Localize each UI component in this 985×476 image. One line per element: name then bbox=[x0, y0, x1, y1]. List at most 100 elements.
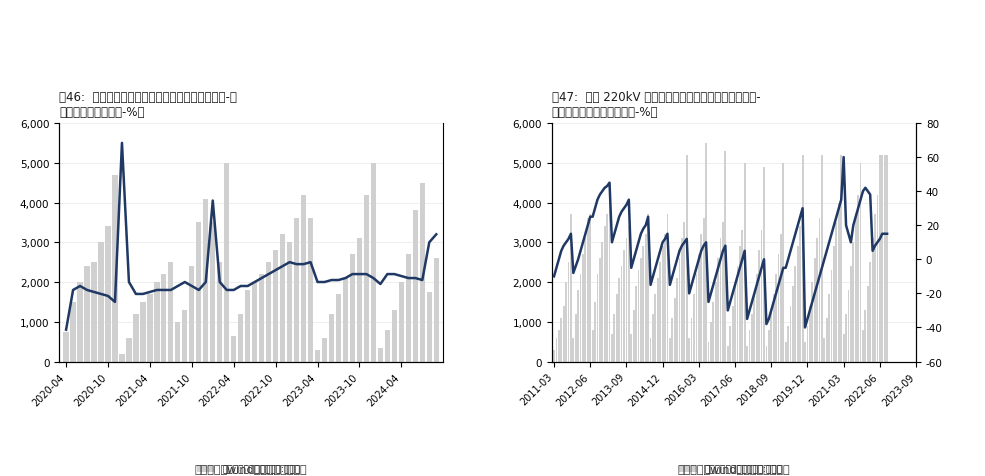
Bar bbox=[654, 294, 656, 362]
Bar bbox=[872, 239, 874, 362]
Bar bbox=[78, 282, 83, 362]
Bar bbox=[604, 227, 606, 362]
Bar bbox=[855, 219, 857, 362]
Bar bbox=[602, 243, 603, 362]
Bar bbox=[336, 294, 341, 362]
Bar bbox=[747, 346, 748, 362]
Bar bbox=[734, 287, 736, 362]
Bar bbox=[645, 235, 646, 362]
Bar bbox=[874, 215, 876, 362]
Bar bbox=[225, 163, 230, 362]
Bar bbox=[378, 348, 383, 362]
Bar bbox=[287, 243, 293, 362]
Bar bbox=[556, 338, 558, 362]
Bar bbox=[210, 223, 216, 362]
Bar bbox=[640, 258, 642, 362]
Bar bbox=[758, 251, 760, 362]
Bar bbox=[835, 223, 837, 362]
Bar bbox=[572, 338, 574, 362]
Bar bbox=[577, 290, 579, 362]
Bar bbox=[862, 330, 864, 362]
Bar bbox=[619, 278, 621, 362]
Bar bbox=[182, 310, 187, 362]
Bar bbox=[385, 330, 390, 362]
Text: 图46:  电网基本建设投资完成累计（左轴：累计值-亿
元；右轴：累计同比-%）: 图46: 电网基本建设投资完成累计（左轴：累计值-亿 元；右轴：累计同比-%） bbox=[59, 90, 237, 119]
Bar bbox=[821, 156, 822, 362]
Bar bbox=[715, 282, 717, 362]
Bar bbox=[420, 183, 425, 362]
Bar bbox=[843, 334, 844, 362]
Bar bbox=[570, 215, 572, 362]
Bar bbox=[308, 219, 313, 362]
Bar bbox=[621, 267, 623, 362]
Bar bbox=[315, 350, 320, 362]
Bar bbox=[168, 263, 173, 362]
Bar bbox=[754, 294, 755, 362]
Bar bbox=[294, 219, 299, 362]
Bar bbox=[852, 243, 854, 362]
Bar bbox=[98, 243, 103, 362]
Bar bbox=[584, 239, 586, 362]
Bar bbox=[749, 330, 751, 362]
Bar bbox=[587, 219, 589, 362]
Bar bbox=[700, 235, 702, 362]
Bar bbox=[777, 255, 779, 362]
Bar bbox=[647, 215, 649, 362]
Bar bbox=[797, 247, 799, 362]
Bar bbox=[92, 263, 97, 362]
Bar bbox=[597, 275, 598, 362]
Bar bbox=[707, 342, 709, 362]
Bar bbox=[637, 270, 639, 362]
Bar bbox=[273, 251, 278, 362]
Bar bbox=[712, 302, 714, 362]
Bar bbox=[870, 263, 871, 362]
Bar bbox=[882, 156, 884, 362]
Bar bbox=[231, 336, 236, 362]
Bar bbox=[322, 338, 327, 362]
Bar bbox=[343, 278, 348, 362]
Bar bbox=[669, 338, 671, 362]
Bar bbox=[739, 247, 741, 362]
Bar bbox=[751, 314, 753, 362]
Bar bbox=[203, 199, 209, 362]
Bar bbox=[807, 326, 809, 362]
Bar bbox=[413, 211, 418, 362]
Bar bbox=[742, 231, 743, 362]
Bar bbox=[238, 314, 243, 362]
Bar bbox=[614, 314, 616, 362]
Bar bbox=[280, 235, 286, 362]
Bar bbox=[659, 263, 661, 362]
Bar bbox=[363, 195, 369, 362]
Bar bbox=[627, 227, 629, 362]
Bar bbox=[427, 292, 431, 362]
Bar bbox=[725, 151, 726, 362]
Bar bbox=[785, 342, 787, 362]
Bar bbox=[606, 215, 608, 362]
Bar bbox=[554, 350, 555, 362]
Bar bbox=[717, 258, 719, 362]
Bar bbox=[133, 314, 139, 362]
Bar bbox=[565, 282, 567, 362]
Bar bbox=[877, 195, 879, 362]
Bar bbox=[879, 156, 881, 362]
Bar bbox=[828, 294, 830, 362]
Bar bbox=[695, 275, 697, 362]
Bar bbox=[635, 287, 637, 362]
Bar bbox=[732, 306, 734, 362]
Bar bbox=[737, 267, 739, 362]
Bar bbox=[85, 267, 90, 362]
Bar bbox=[702, 219, 704, 362]
Bar bbox=[589, 215, 591, 362]
Bar bbox=[760, 231, 762, 362]
Bar bbox=[575, 314, 576, 362]
Bar bbox=[830, 270, 832, 362]
Bar bbox=[690, 318, 692, 362]
Bar bbox=[630, 334, 632, 362]
Bar bbox=[840, 156, 842, 362]
Bar bbox=[650, 338, 651, 362]
Bar bbox=[245, 290, 250, 362]
Bar bbox=[727, 346, 729, 362]
Bar bbox=[433, 258, 439, 362]
Bar bbox=[720, 239, 721, 362]
Bar bbox=[266, 263, 271, 362]
